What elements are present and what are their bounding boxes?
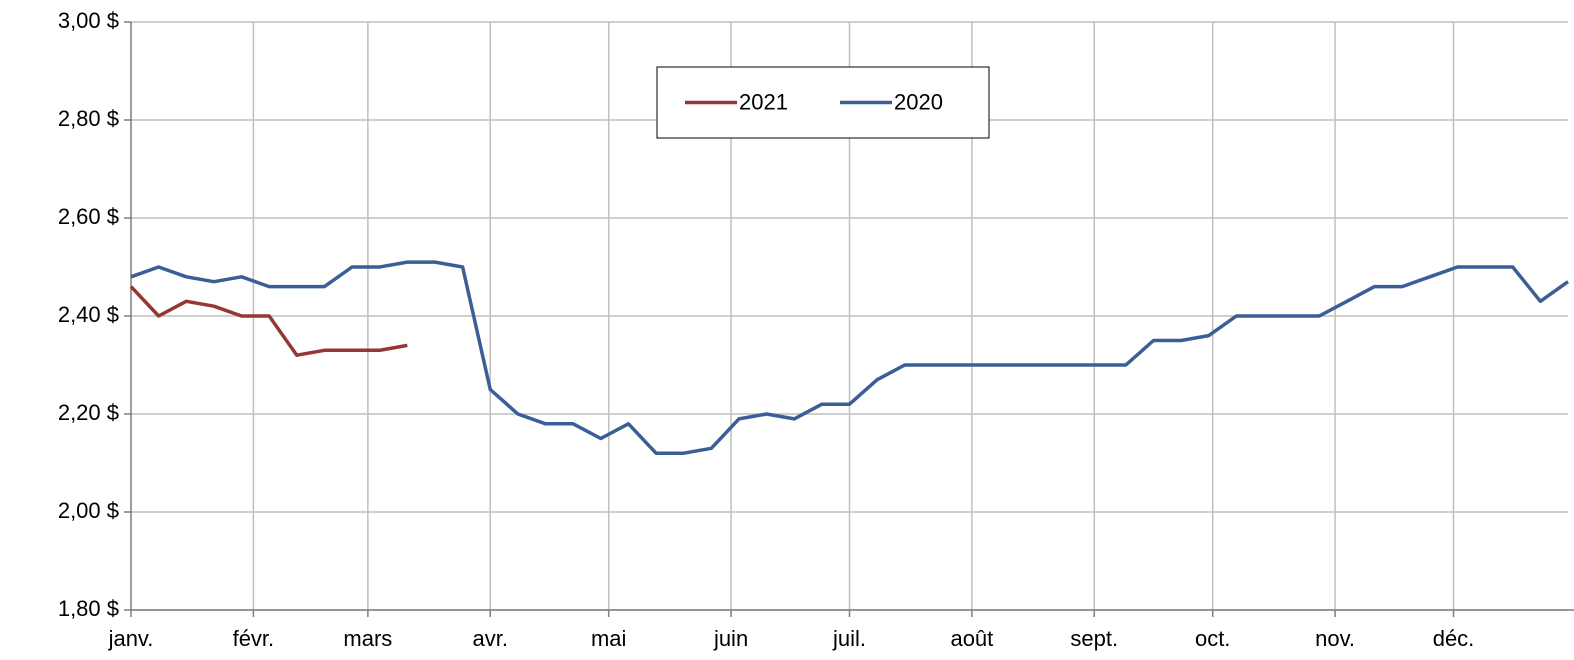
x-tick-label: mai <box>591 626 626 651</box>
legend-label: 2021 <box>739 89 788 114</box>
y-tick-label: 2,80 $ <box>58 106 119 131</box>
y-tick-label: 2,40 $ <box>58 302 119 327</box>
y-tick-label: 2,60 $ <box>58 204 119 229</box>
legend-label: 2020 <box>894 89 943 114</box>
x-tick-label: févr. <box>233 626 275 651</box>
x-tick-label: sept. <box>1070 626 1118 651</box>
y-tick-label: 2,00 $ <box>58 498 119 523</box>
x-tick-label: juil. <box>832 626 866 651</box>
y-tick-label: 3,00 $ <box>58 8 119 33</box>
x-tick-label: déc. <box>1433 626 1475 651</box>
y-tick-label: 2,20 $ <box>58 400 119 425</box>
x-tick-label: janv. <box>108 626 154 651</box>
x-tick-label: nov. <box>1315 626 1355 651</box>
x-tick-label: oct. <box>1195 626 1230 651</box>
legend: 2021 2020 <box>656 66 990 139</box>
series-line <box>130 260 1570 455</box>
x-tick-label: juin <box>713 626 748 651</box>
series-line <box>129 285 408 357</box>
x-tick-label: mars <box>343 626 392 651</box>
x-tick-label: août <box>950 626 993 651</box>
y-tick-label: 1,80 $ <box>58 596 119 621</box>
x-tick-label: avr. <box>473 626 508 651</box>
